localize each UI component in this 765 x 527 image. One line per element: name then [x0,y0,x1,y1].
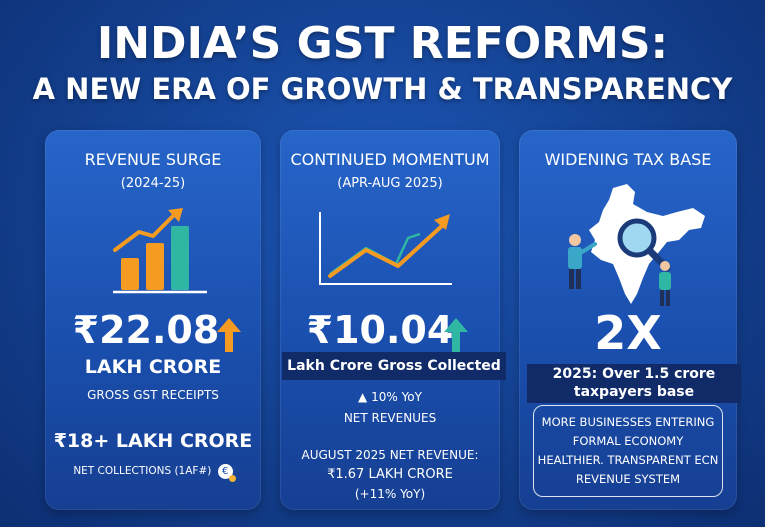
gross-receipts-caption: GROSS GST RECEIPTS [87,388,219,402]
taxpayer-base-banner: 2025: Over 1.5 crore taxpayers base [527,364,741,403]
card-period: (2024-25) [120,176,186,191]
small-arrow-up-icon: ▲ [358,390,368,404]
aug-revenue-value: ₹1.67 LAKH CRORE [327,467,453,482]
line-chart-icon [319,212,452,285]
gross-collected-banner: Lakh Crore Gross Collected [282,352,506,380]
india-map-icon [568,184,705,306]
gross-receipts-unit: LAKH CRORE [84,356,222,378]
formal-economy-box: MORE BUSINESSES ENTERING FORMAL ECONOMY … [533,405,723,497]
card-heading: REVENUE SURGE [84,150,222,169]
info-line: REVENUE SYSTEM [575,472,681,486]
card-heading: WIDENING TAX BASE [544,150,712,169]
widening-tax-base-card: WIDENING TAX BASE 2X 2025: Over 1.5 cror… [519,130,741,510]
arrow-up-icon [444,318,468,352]
info-line: FORMAL ECONOMY [572,434,684,448]
net-revenues-caption: NET REVENUES [343,411,437,425]
tax-base-multiplier: 2X [594,306,662,360]
bar-growth-icon [113,208,207,294]
net-collections-value: ₹18+ LAKH CRORE [53,430,253,452]
page-subtitle: A NEW ERA OF GROWTH & TRANSPARENCY [32,72,733,106]
coin-icon: € [217,464,236,482]
card-period: (APR-AUG 2025) [337,176,443,191]
net-collections-caption: NET COLLECTIONS (1AF#) € [45,464,261,482]
yoy-growth: ▲ 10% YoY [358,390,422,404]
gross-collected-value: ₹10.04 [306,308,454,352]
card-heading: CONTINUED MOMENTUM [290,150,490,169]
revenue-surge-card: REVENUE SURGE (2024-25) ₹22.08 LAKH CROR… [45,130,261,510]
aug-revenue-growth: (+11% YoY) [354,487,426,501]
page-title: INDIA’S GST REFORMS: [96,18,669,69]
continued-momentum-card: CONTINUED MOMENTUM (APR-AUG 2025) ₹10.04… [280,130,506,510]
aug-revenue-label: AUGUST 2025 NET REVENUE: [301,448,479,462]
taxpayer-base-line2: taxpayers base [573,384,695,400]
info-line: HEALTHIER. TRANSPARENT ECN [537,453,719,467]
taxpayer-base-line1: 2025: Over 1.5 crore [552,366,716,382]
gross-receipts-value: ₹22.08 [72,308,220,352]
arrow-up-icon [217,318,241,352]
info-line: MORE BUSINESSES ENTERING [541,415,715,429]
